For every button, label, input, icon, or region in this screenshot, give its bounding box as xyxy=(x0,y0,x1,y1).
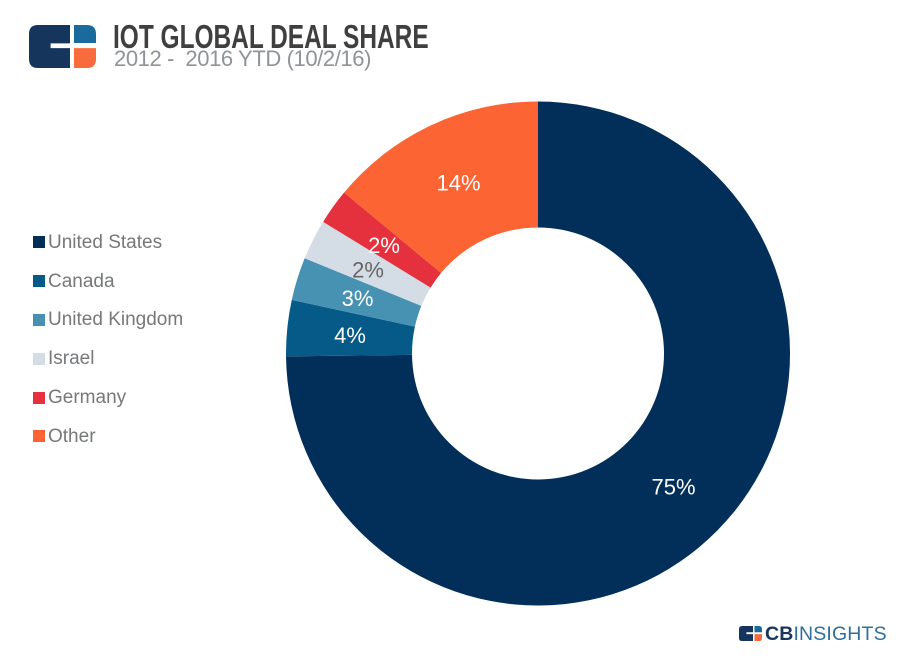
svg-text:4%: 4% xyxy=(334,323,366,348)
svg-text:3%: 3% xyxy=(342,286,374,311)
svg-text:14%: 14% xyxy=(436,171,480,196)
svg-text:2%: 2% xyxy=(352,258,384,283)
svg-text:2%: 2% xyxy=(368,233,400,258)
svg-text:75%: 75% xyxy=(651,475,695,500)
